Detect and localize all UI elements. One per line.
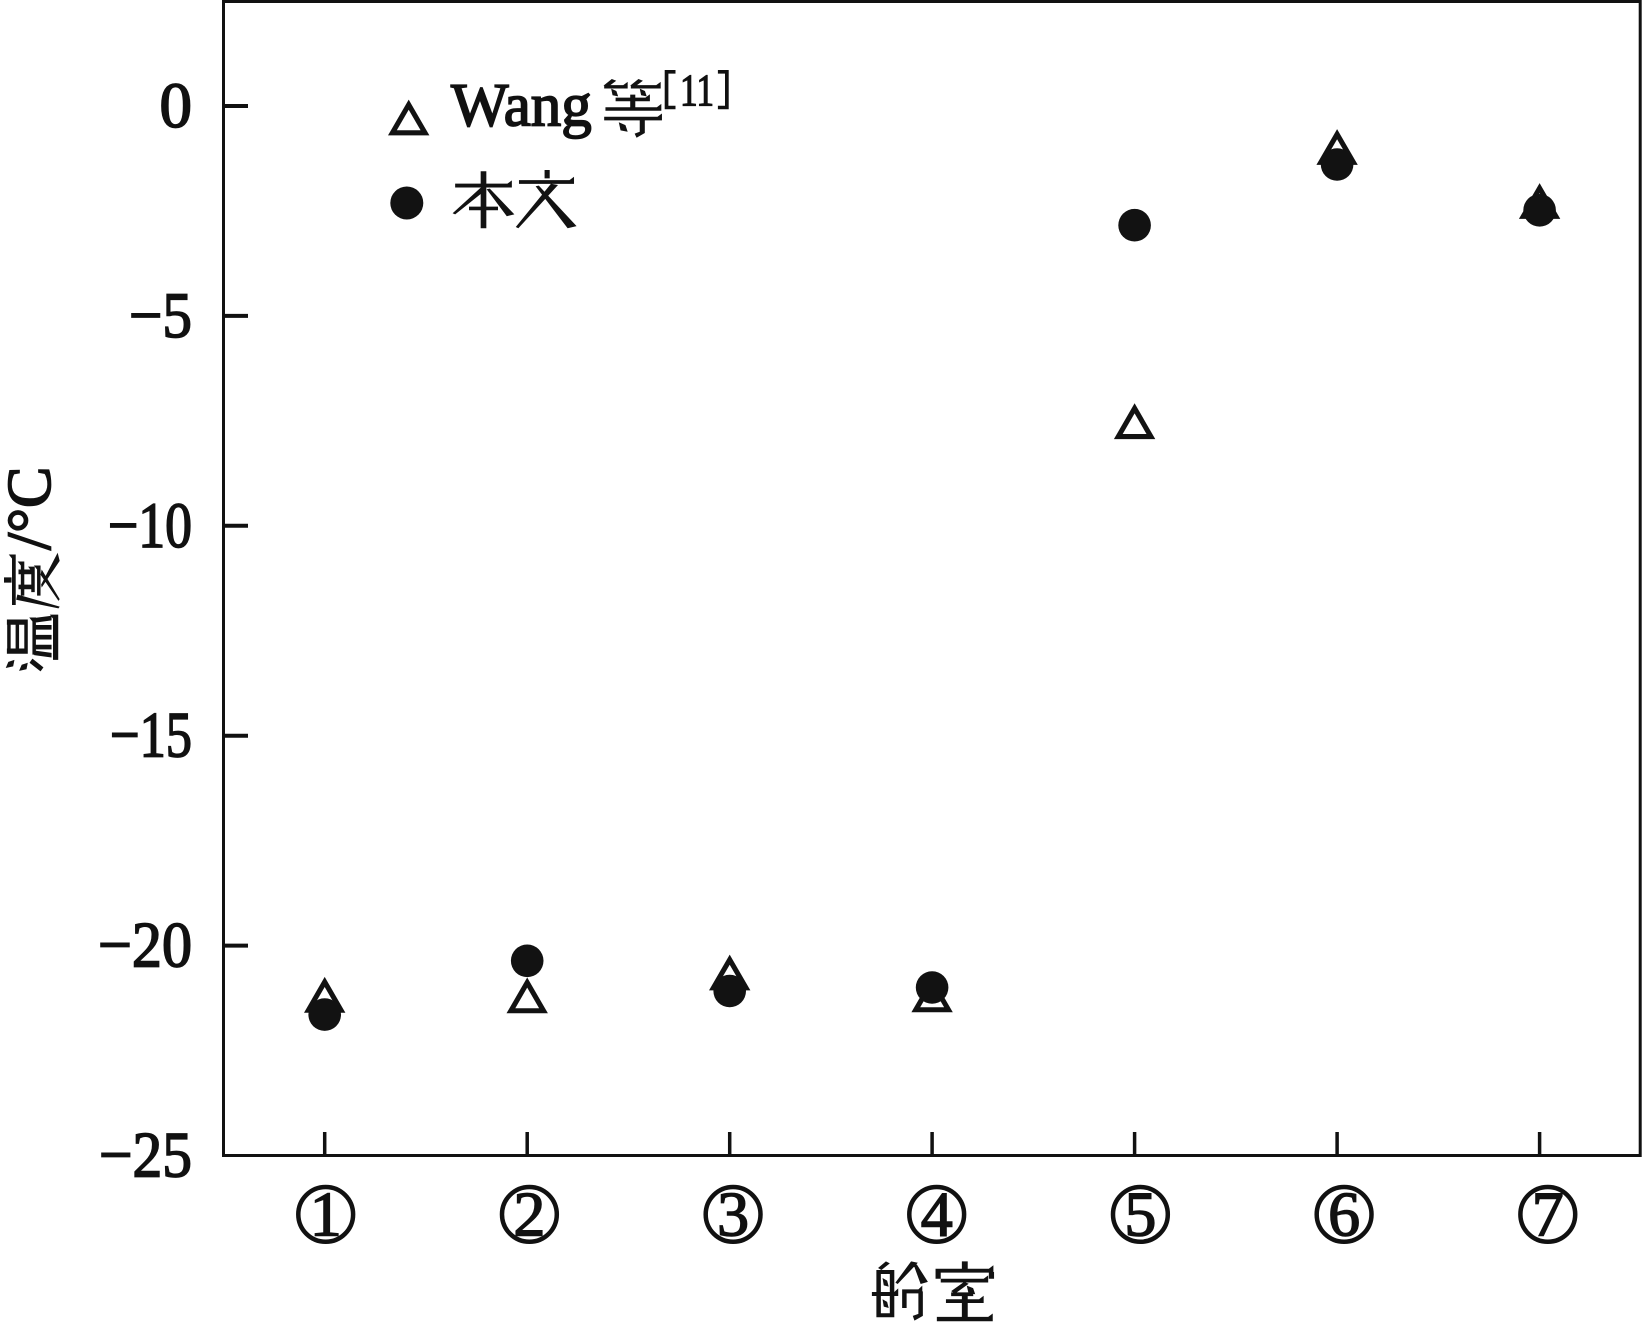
svg-text:−20: −20 bbox=[98, 910, 192, 982]
svg-text:11: 11 bbox=[680, 66, 714, 116]
svg-text:6: 6 bbox=[1328, 1178, 1360, 1249]
svg-text:7: 7 bbox=[1532, 1178, 1564, 1249]
svg-text:−10: −10 bbox=[108, 490, 192, 562]
svg-text:Wang: Wang bbox=[451, 73, 592, 140]
svg-text:3: 3 bbox=[717, 1178, 749, 1249]
svg-text:−25: −25 bbox=[99, 1120, 192, 1192]
svg-text:0: 0 bbox=[160, 70, 193, 142]
svg-text:/°C: /°C bbox=[0, 467, 64, 550]
svg-text:1: 1 bbox=[310, 1178, 342, 1249]
svg-text:−15: −15 bbox=[110, 700, 192, 772]
svg-text:4: 4 bbox=[921, 1178, 953, 1249]
svg-text:5: 5 bbox=[1124, 1178, 1156, 1249]
svg-text:−5: −5 bbox=[129, 280, 192, 352]
svg-text:2: 2 bbox=[513, 1178, 545, 1249]
